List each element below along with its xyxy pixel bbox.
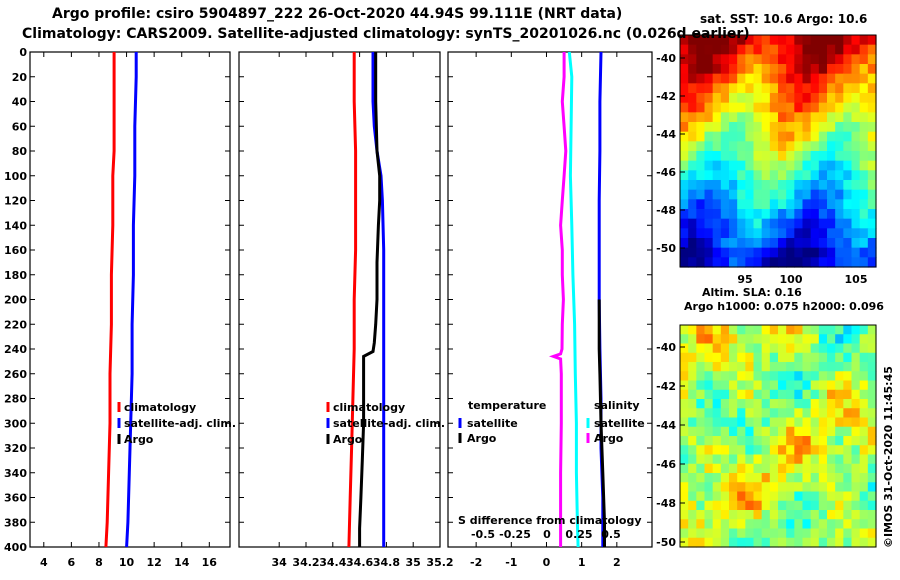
y-tick-label: 60 (12, 120, 28, 133)
y-tick-label: 280 (4, 393, 27, 406)
y-tick-label: 100 (4, 170, 27, 183)
panel-frame-difference (447, 51, 653, 548)
altim-map-lat-label: -44 (656, 419, 676, 432)
sst-map-lat-label: -48 (656, 204, 676, 217)
x-tick-label: 34.6 (346, 556, 373, 569)
legend-label: climatology (124, 401, 196, 414)
legend-label: satellite (594, 417, 645, 430)
x-tick-label: 34.4 (319, 556, 346, 569)
y-tick-label: 0 (19, 46, 27, 59)
sst-map-lat-label: -42 (656, 90, 676, 103)
x-tick-label: 34.8 (373, 556, 400, 569)
x-tick-label: 35 (406, 556, 421, 569)
series-line-satellite-adj-clim- (125, 52, 138, 548)
x-tick-label: 2 (613, 556, 621, 569)
series-line-temperature-argo (597, 299, 606, 547)
altim-map-lat-label: -46 (656, 458, 676, 471)
sst-map-lat-label: -46 (656, 166, 676, 179)
y-tick-label: 20 (12, 71, 28, 84)
imos-watermark: ©IMOS 31-Oct-2020 11:45:45 (882, 366, 895, 548)
legend-label: Argo (467, 432, 497, 445)
x-tick-label: 35.2 (426, 556, 453, 569)
sst-map-lat-label: -50 (656, 242, 676, 255)
secondary-axis-tick-label: -0.5 (471, 528, 495, 541)
x-tick-label: 34.2 (292, 556, 319, 569)
sst-map-lon-label: 100 (780, 273, 803, 286)
secondary-axis-label: S difference from climatology (458, 514, 642, 527)
altim-map-lat-label: -42 (656, 380, 676, 393)
series-line-satellite-adj-clim- (371, 52, 386, 547)
series-line-climatology (347, 52, 358, 548)
altim-map-lat-label: -48 (656, 497, 676, 510)
series-line-salinity-argo (548, 52, 568, 547)
altim-map-title1: Altim. SLA: 0.16 (702, 286, 802, 299)
x-tick-label: 12 (146, 556, 161, 569)
y-tick-label: 200 (4, 294, 27, 307)
legend-label: satellite-adj. clim. (333, 417, 445, 430)
x-tick-label: 8 (95, 556, 103, 569)
secondary-axis-tick-label: 0.5 (601, 528, 621, 541)
sst-map-lon-label: 105 (845, 273, 868, 286)
x-tick-label: 10 (119, 556, 135, 569)
x-tick-label: 14 (174, 556, 190, 569)
y-tick-label: 80 (12, 145, 28, 158)
y-tick-label: 120 (4, 195, 27, 208)
x-tick-label: 0 (543, 556, 551, 569)
legend-label: Argo (594, 432, 624, 445)
secondary-axis-tick-label: -0.25 (499, 528, 531, 541)
sst-map-lat-label: -40 (656, 52, 676, 65)
series-line-argo (358, 52, 382, 547)
y-tick-label: 400 (4, 541, 27, 554)
y-tick-label: 140 (4, 219, 27, 232)
altim-map-lat-label: -40 (656, 341, 676, 354)
y-tick-label: 380 (4, 516, 27, 529)
y-tick-label: 320 (4, 442, 27, 455)
y-tick-label: 260 (4, 368, 27, 381)
altim-map-frame (679, 324, 877, 548)
y-tick-label: 40 (12, 96, 28, 109)
y-tick-label: 220 (4, 318, 27, 331)
legend-label: satellite (467, 417, 518, 430)
x-tick-label: 34 (272, 556, 288, 569)
altim-map-title2: Argo h1000: 0.075 h2000: 0.096 (684, 300, 884, 313)
secondary-axis-tick-label: 0.25 (565, 528, 592, 541)
header-line1: Argo profile: csiro 5904897_222 26-Oct-2… (52, 6, 623, 22)
x-tick-label: 16 (202, 556, 218, 569)
y-tick-label: 180 (4, 269, 27, 282)
y-tick-label: 240 (4, 343, 27, 356)
series-line-climatology (104, 52, 116, 548)
y-tick-label: 160 (4, 244, 27, 257)
secondary-axis-tick-label: 0 (543, 528, 551, 541)
altim-map-lat-label: -50 (656, 536, 676, 549)
legend-label: Argo (333, 433, 363, 446)
sst-map-frame (679, 34, 877, 268)
sst-map-title: sat. SST: 10.6 Argo: 10.6 (700, 12, 868, 26)
sst-map-lon-label: 95 (737, 273, 752, 286)
x-tick-label: -1 (505, 556, 517, 569)
y-tick-label: 340 (4, 467, 27, 480)
y-tick-label: 300 (4, 417, 27, 430)
legend-label: Argo (124, 433, 154, 446)
y-tick-label: 360 (4, 492, 27, 505)
sst-map (680, 35, 877, 268)
x-tick-label: 1 (578, 556, 586, 569)
x-tick-label: 4 (40, 556, 48, 569)
panel-frame-salinity (238, 51, 441, 548)
legend-title: temperature (468, 399, 546, 412)
sst-map-lat-label: -44 (656, 128, 676, 141)
altim-map (680, 325, 877, 548)
legend-title: salinity (594, 399, 640, 412)
header-line2: Climatology: CARS2009. Satellite-adjuste… (22, 26, 750, 42)
legend-label: satellite-adj. clim. (124, 417, 236, 430)
x-tick-label: 6 (68, 556, 76, 569)
legend-label: climatology (333, 401, 405, 414)
series-line-salinity-satellite (567, 51, 580, 548)
x-tick-label: -2 (470, 556, 482, 569)
